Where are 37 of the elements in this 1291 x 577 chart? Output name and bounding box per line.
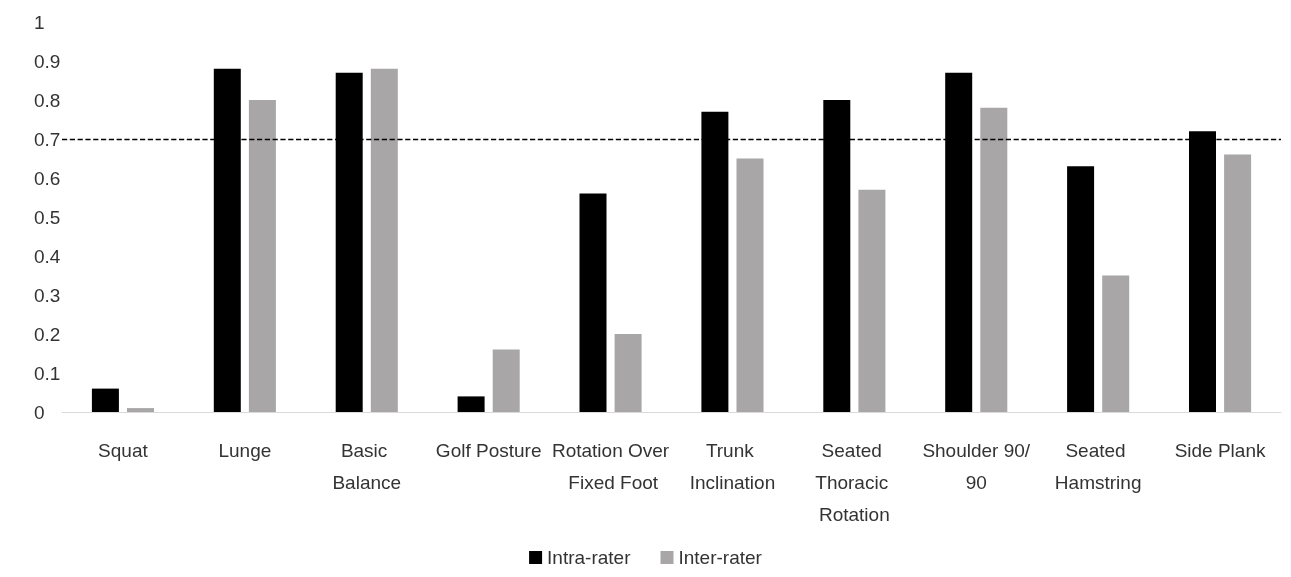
- y-tick-label: 0.5: [34, 206, 61, 228]
- x-tick-label: Trunk Inclination: [689, 439, 776, 493]
- y-tick-label: 0.2: [34, 323, 61, 345]
- bar: [370, 68, 398, 412]
- y-tick-label: 0.1: [34, 362, 61, 384]
- x-tick-label: Side Plank: [1174, 439, 1266, 461]
- bar: [1102, 275, 1130, 412]
- x-tick-label: Basic Balance: [332, 439, 402, 493]
- y-tick-label: 0.8: [34, 89, 61, 111]
- bar: [248, 100, 276, 412]
- bar: [127, 408, 154, 412]
- y-tick-label: 0.3: [34, 284, 61, 306]
- bar: [1224, 154, 1252, 412]
- y-tick-label: 0.9: [34, 50, 61, 72]
- x-tick-label: Lunge: [218, 439, 272, 461]
- y-tick-label: 1: [34, 11, 45, 33]
- bar: [736, 158, 764, 412]
- y-tick-label: 0.4: [34, 245, 61, 267]
- bar: [614, 334, 642, 412]
- x-tick-label: Golf Posture: [435, 439, 542, 461]
- bar: [579, 193, 607, 412]
- bar: [91, 388, 119, 412]
- x-tick-label: Seated Thoracic Rotation: [815, 439, 894, 525]
- legend-label: Inter-rater: [678, 547, 763, 568]
- bar: [457, 396, 485, 412]
- x-tick-label: Squat: [98, 439, 149, 461]
- x-tick-label: Rotation Over Fixed Foot: [551, 439, 670, 493]
- bar: [980, 107, 1008, 412]
- x-tick-label: Seated Hamstring: [1054, 439, 1142, 493]
- bar: [858, 189, 886, 412]
- x-tick-label: Shoulder 90/90: [922, 439, 1031, 493]
- bar: [1067, 166, 1095, 412]
- bar: [492, 349, 520, 412]
- y-tick-label: 0.6: [34, 167, 61, 189]
- legend-label: Intra-rater: [547, 547, 632, 568]
- y-tick-label: 0.7: [34, 128, 61, 150]
- y-tick-label: 0: [34, 401, 45, 423]
